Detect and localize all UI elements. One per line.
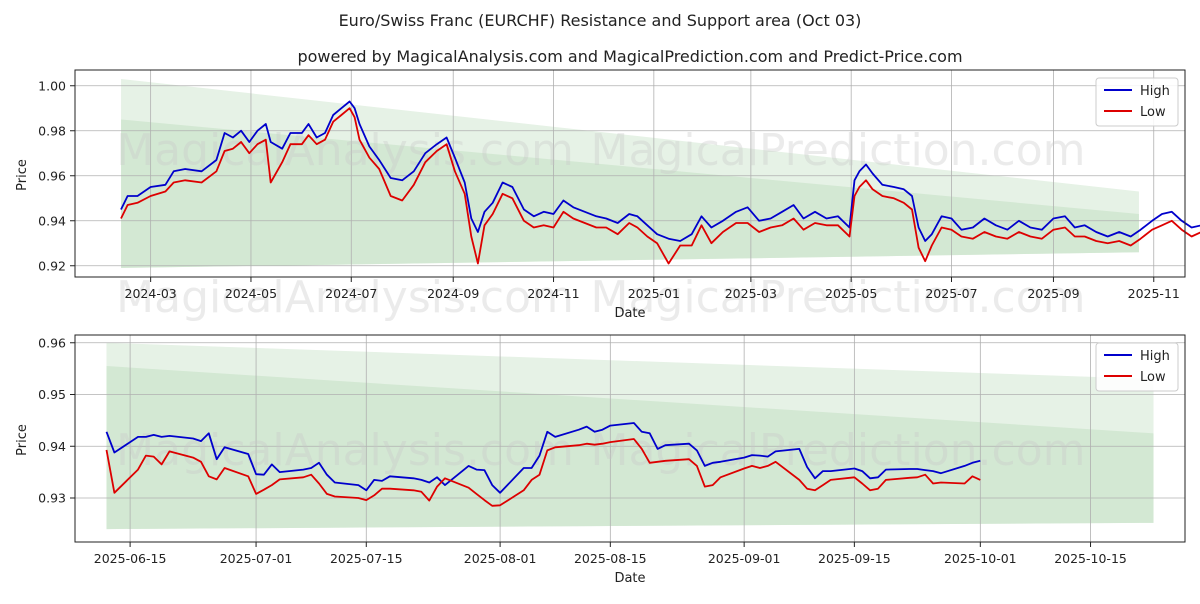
bottom-x-tick-label: 2025-07-01 (220, 551, 293, 566)
top-y-tick-label: 0.94 (38, 213, 66, 228)
top-series-high-line (120, 100, 1200, 242)
top-series-low-line (120, 107, 1200, 265)
top-x-tick-label: 2025-11 (1128, 286, 1180, 301)
top-grid (75, 70, 1185, 277)
bottom-watermark-analysis: MagicalAnalysis.com (116, 425, 574, 476)
top-watermark-prediction: MagicalPrediction.com (591, 125, 1086, 176)
bottom-watermark-prediction: MagicalPrediction.com (591, 425, 1086, 476)
top-y-tick-label: 0.96 (38, 168, 66, 183)
top-x-tick-label: 2025-05 (825, 286, 877, 301)
bottom-x-tick-label: 2025-08-15 (574, 551, 647, 566)
top-x-tick-label: 2025-01 (628, 286, 680, 301)
bottom-legend: High Low (1095, 342, 1179, 392)
bottom-x-tick-label: 2025-10-01 (944, 551, 1017, 566)
bottom-x-tick-label: 2025-06-15 (94, 551, 167, 566)
bottom-x-tick-label: 2025-08-01 (464, 551, 537, 566)
chart-subtitle: powered by MagicalAnalysis.com and Magic… (297, 47, 962, 66)
top-legend: High Low (1095, 77, 1179, 127)
top-x-tick-label: 2025-03 (725, 286, 777, 301)
top-watermark-prediction-2: MagicalPrediction.com (591, 272, 1086, 323)
bottom-series-low-line (105, 438, 981, 507)
bottom-y-tick-label: 0.94 (38, 439, 66, 454)
bottom-watermark: MagicalAnalysis.com MagicalPrediction.co… (116, 425, 1085, 476)
bottom-x-axis-label: Date (614, 571, 645, 586)
top-x-axis-ticks: 2024-03 2024-05 2024-07 2024-09 2024-11 2025-… (125, 277, 1180, 301)
bottom-y-tick-label: 0.93 (38, 491, 66, 506)
top-band-inner (121, 119, 1139, 268)
top-panel: MagicalAnalysis.com MagicalPrediction.co… (15, 69, 1200, 323)
chart-title: Euro/Swiss Franc (EURCHF) Resistance and… (339, 11, 862, 30)
top-y-axis-ticks: 0.92 0.94 0.96 0.98 1.00 (38, 78, 75, 273)
top-watermark: MagicalAnalysis.com MagicalPrediction.co… (116, 125, 1085, 323)
bottom-x-tick-label: 2025-09-15 (818, 551, 891, 566)
bottom-series-lines (105, 422, 981, 507)
bottom-grid (75, 335, 1185, 542)
top-x-tick-label: 2025-09 (1027, 286, 1079, 301)
top-watermark-analysis: MagicalAnalysis.com (116, 125, 574, 176)
top-plot-frame (74, 69, 1186, 278)
top-y-tick-label: 1.00 (38, 78, 66, 93)
bottom-y-axis-ticks: 0.93 0.94 0.95 0.96 (38, 335, 75, 506)
top-y-tick-label: 0.98 (38, 123, 66, 138)
top-x-tick-label: 2024-07 (325, 286, 377, 301)
bottom-legend-low-label: Low (1140, 370, 1166, 385)
bottom-x-axis-ticks: 2025-06-15 2025-07-01 2025-07-15 2025-08-01… (94, 542, 1127, 566)
bottom-legend-high-label: High (1140, 349, 1170, 364)
bottom-plot-frame (74, 334, 1186, 543)
bottom-y-axis-label: Price (15, 424, 30, 456)
bottom-y-tick-label: 0.95 (38, 387, 66, 402)
top-series-lines (120, 100, 1200, 265)
top-x-tick-label: 2025-07 (925, 286, 977, 301)
top-x-tick-label: 2024-09 (427, 286, 479, 301)
top-x-axis-label: Date (614, 306, 645, 321)
top-legend-low-label: Low (1140, 105, 1166, 120)
bottom-panel: MagicalAnalysis.com MagicalPrediction.co… (15, 334, 1186, 586)
bottom-series-high-line (105, 422, 981, 494)
top-legend-high-label: High (1140, 84, 1170, 99)
top-watermark-analysis-2: MagicalAnalysis.com (116, 272, 574, 323)
top-y-axis-label: Price (15, 159, 30, 191)
top-x-tick-label: 2024-11 (527, 286, 579, 301)
top-x-tick-label: 2024-05 (225, 286, 277, 301)
bottom-x-tick-label: 2025-10-15 (1054, 551, 1127, 566)
top-y-tick-label: 0.92 (38, 258, 66, 273)
bottom-y-tick-label: 0.96 (38, 335, 66, 350)
bottom-x-tick-label: 2025-09-01 (708, 551, 781, 566)
top-x-tick-label: 2024-03 (125, 286, 177, 301)
bottom-x-tick-label: 2025-07-15 (330, 551, 403, 566)
